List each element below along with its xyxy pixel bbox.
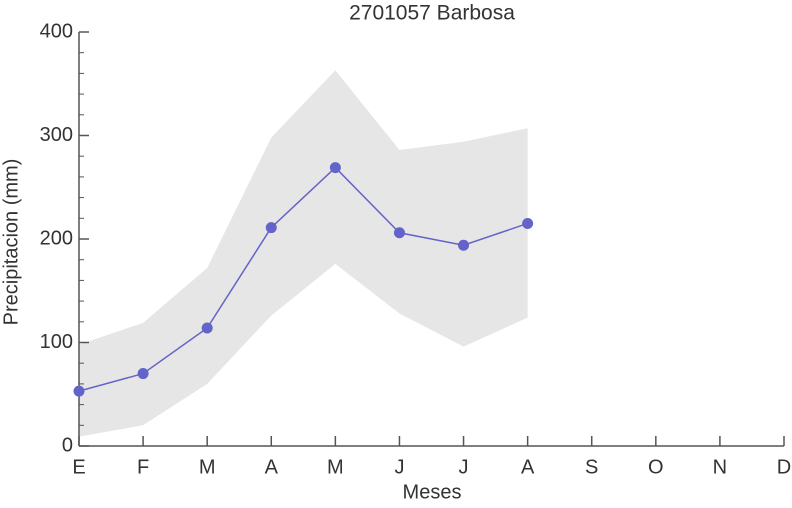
data-point (73, 385, 85, 397)
x-tick-label: D (777, 456, 791, 478)
y-tick-label: 100 (40, 331, 73, 353)
x-tick-label: N (713, 456, 727, 478)
y-tick-label: 0 (62, 434, 73, 456)
chart-title: 2701057 Barbosa (349, 2, 515, 25)
y-tick-label: 200 (40, 227, 73, 249)
y-axis-label: Precipitacion (mm) (0, 159, 22, 326)
data-point (458, 239, 470, 251)
data-point (201, 322, 213, 334)
x-tick-label: O (648, 456, 664, 478)
data-point (265, 222, 277, 234)
x-tick-label: M (327, 456, 344, 478)
y-tick-label: 400 (40, 20, 73, 42)
data-point (522, 217, 534, 229)
x-tick-label: E (72, 456, 85, 478)
x-tick-label: M (199, 456, 216, 478)
data-point (329, 162, 341, 174)
x-tick-label: J (459, 456, 469, 478)
band-area (79, 70, 528, 437)
x-tick-label: F (137, 456, 149, 478)
x-tick-label: S (585, 456, 598, 478)
y-tick-label: 300 (40, 124, 73, 146)
x-tick-label: A (265, 456, 279, 478)
x-tick-label: J (394, 456, 404, 478)
series-line (78, 166, 528, 392)
data-point (137, 368, 149, 380)
x-tick-label: A (521, 456, 535, 478)
data-point (393, 227, 405, 239)
x-axis-label: Meses (403, 481, 462, 503)
